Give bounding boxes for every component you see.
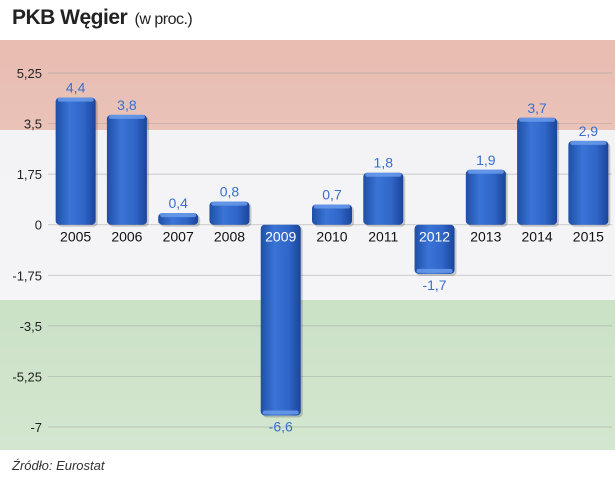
x-tick-label: 2010 (316, 229, 347, 245)
data-label: 1,8 (374, 155, 394, 171)
data-label: 4,4 (66, 80, 86, 96)
data-labels: 4,4 3,8 0,4 0,8 -6,6 0,7 1,8 -1,7 1,9 3,7 2,9 (66, 80, 598, 435)
bar-cap (570, 140, 607, 145)
bar-cap (416, 268, 453, 273)
y-tick-label: -3,5 (20, 319, 42, 334)
x-tick-label: 2011 (368, 229, 398, 245)
bar (465, 169, 506, 225)
bar (106, 114, 147, 225)
bar (568, 140, 609, 225)
bar-cap (262, 410, 299, 415)
bar (517, 117, 558, 225)
chart-title-main: PKB Węgier (12, 6, 128, 29)
bar (414, 224, 455, 274)
bar-cap (211, 201, 248, 206)
data-label: 1,9 (476, 152, 496, 168)
bar-cap (467, 169, 504, 174)
bar-cap (314, 204, 350, 209)
chart-title: PKB Węgier (w proc.) (12, 6, 193, 30)
source-note: Źródło: Eurostat (12, 458, 105, 473)
x-tick-label: 2014 (522, 229, 553, 245)
y-axis-ticks: 5,25 3,5 1,75 0 -1,75 -3,5 -5,25 -7 (12, 66, 42, 435)
x-tick-label: 2012 (419, 229, 450, 245)
y-tick-label: 0 (35, 218, 42, 233)
bar-cap (160, 213, 197, 218)
y-tick-label: -5,25 (12, 369, 42, 384)
bar (363, 172, 404, 225)
bar-cap (57, 97, 94, 102)
y-tick-label: 5,25 (17, 66, 42, 81)
x-tick-label: 2013 (470, 229, 501, 245)
x-axis-ticks: 2005 2006 2007 2008 2009 2010 2011 2012 2013 2014… (60, 229, 604, 245)
bar (209, 201, 250, 225)
bar (312, 204, 352, 225)
data-label: -6,6 (269, 418, 293, 434)
x-tick-label: 2006 (111, 229, 142, 245)
bars (55, 97, 611, 418)
data-label: 3,8 (117, 97, 137, 113)
x-tick-label: 2007 (163, 229, 194, 245)
y-tick-label: -7 (30, 420, 42, 435)
data-label: -1,7 (422, 277, 446, 293)
data-label: 0,7 (322, 186, 342, 202)
y-tick-label: -1,75 (12, 268, 42, 283)
chart-title-sub: (w proc.) (134, 11, 193, 28)
x-tick-label: 2015 (573, 229, 604, 245)
band-fade (0, 40, 615, 450)
data-label: 2,9 (579, 123, 599, 139)
bar-cap (365, 172, 402, 177)
data-label: 3,7 (527, 100, 547, 116)
x-tick-label: 2005 (60, 229, 91, 245)
bar (55, 97, 96, 225)
y-tick-label: 3,5 (24, 117, 42, 132)
x-tick-label: 2008 (214, 229, 245, 245)
bar (260, 224, 301, 416)
x-tick-label: 2009 (265, 229, 296, 245)
bar-cap (519, 117, 556, 122)
data-label: 0,4 (168, 195, 188, 211)
y-tick-label: 1,75 (17, 167, 42, 182)
data-label: 0,8 (220, 184, 240, 200)
bar-cap (108, 114, 145, 119)
flag-background (0, 40, 615, 450)
